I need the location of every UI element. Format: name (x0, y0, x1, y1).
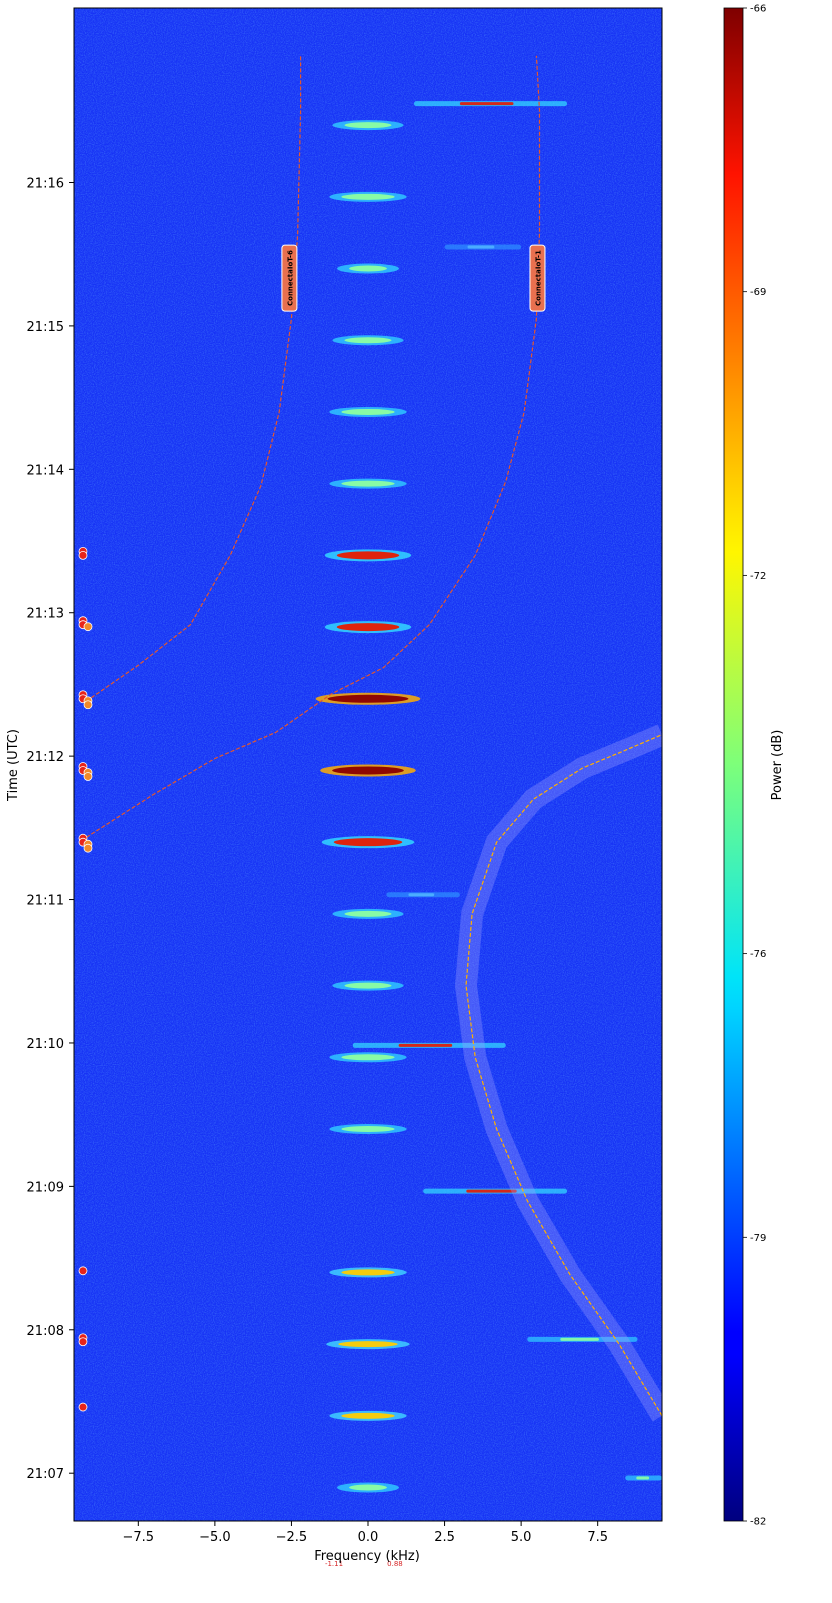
side-burst-core (636, 1476, 650, 1480)
x-tick-label: 7.5 (587, 1530, 608, 1545)
signal-bursts (315, 101, 662, 1493)
edge-marker (83, 700, 93, 710)
satellite-label-box (281, 244, 298, 312)
side-burst-core (459, 102, 514, 106)
center-burst-core (349, 1484, 387, 1491)
y-axis-label: Time (UTC) (6, 729, 21, 802)
satellite-label: ConnectaIoT-6 (281, 244, 298, 312)
satellite-label-text: ConnectaIoT-6 (286, 250, 294, 306)
x-axis: −7.5 −5.0 −2.5 0.0 2.5 5.0 7.5 -1.11 0.88 (123, 1521, 608, 1568)
colorbar-tick-label: -79 (750, 1233, 766, 1244)
side-burst-core (560, 1337, 599, 1341)
colorbar-label: Power (dB) (770, 730, 785, 801)
y-tick-label: 21:08 (27, 1324, 64, 1339)
edge-marker (83, 843, 93, 853)
x-tick-label: 5.0 (511, 1530, 532, 1545)
doppler-track (465, 734, 662, 1417)
center-burst-core (349, 265, 387, 272)
y-axis: 21:07 21:08 21:09 21:10 21:11 21:12 21:13 21:14… (27, 176, 74, 1482)
edge-marker (78, 1266, 88, 1276)
x-axis-label: Frequency (kHz) (314, 1549, 420, 1564)
center-burst-core (341, 1126, 395, 1133)
center-burst-core (344, 982, 392, 989)
y-tick-label: 21:07 (27, 1467, 64, 1482)
x-marker-label: 0.88 (387, 1560, 403, 1568)
center-burst-core (341, 1412, 395, 1419)
doppler-track (85, 55, 302, 702)
center-burst-core (341, 1269, 395, 1276)
y-tick-label: 21:16 (27, 176, 64, 191)
y-tick-label: 21:13 (27, 607, 64, 622)
side-burst-core (398, 1043, 453, 1047)
side-burst-core (467, 245, 495, 249)
x-tick-label: −2.5 (276, 1530, 308, 1545)
x-tick-label: 0.0 (358, 1530, 379, 1545)
center-burst-core (327, 694, 409, 703)
side-burst-core (408, 893, 435, 897)
center-burst-core (341, 408, 395, 415)
edge-marker (78, 1337, 88, 1347)
satellite-label: ConnectaIoT-1 (529, 244, 546, 312)
colorbar-tick-label: -66 (750, 4, 766, 15)
edge-marker (78, 1402, 88, 1412)
colorbar-gradient (723, 7, 744, 1522)
center-burst-core (344, 122, 392, 129)
center-burst-core (344, 337, 392, 344)
center-burst-core (341, 480, 395, 487)
y-tick-label: 21:12 (27, 750, 64, 765)
y-tick-label: 21:15 (27, 320, 64, 335)
edge-marker (83, 772, 93, 781)
satellite-label-box (529, 244, 546, 312)
satellite-labels: ConnectaIoT-6 ConnectaIoT-1 (281, 244, 546, 312)
colorbar-tick-label: -69 (750, 287, 766, 298)
colorbar-tick-label: -82 (750, 1517, 766, 1528)
colorbar: -82 -79 -76 -72 -69 -66 Power (dB) (723, 4, 785, 1528)
center-burst-core (332, 766, 404, 775)
x-tick-label: −5.0 (199, 1530, 231, 1545)
center-burst-core (344, 910, 392, 917)
colorbar-ticks: -82 -79 -76 -72 -69 -66 (743, 4, 766, 1528)
center-burst-core (338, 1341, 398, 1348)
y-tick-label: 21:14 (27, 463, 64, 478)
center-burst-core (336, 551, 400, 560)
x-marker-label: -1.11 (325, 1560, 343, 1568)
y-tick-label: 21:09 (27, 1180, 64, 1195)
edge-markers (78, 546, 93, 1412)
x-tick-label: −7.5 (123, 1530, 155, 1545)
colorbar-tick-label: -76 (750, 949, 766, 960)
side-burst-core (466, 1189, 517, 1193)
center-burst-core (333, 838, 403, 847)
center-burst-core (341, 193, 395, 200)
y-tick-label: 21:11 (27, 894, 64, 909)
edge-marker (83, 622, 93, 632)
center-burst-core (341, 1054, 395, 1061)
y-tick-label: 21:10 (27, 1037, 64, 1052)
colorbar-tick-label: -72 (750, 571, 766, 582)
center-burst-core (336, 623, 400, 632)
x-tick-label: 2.5 (434, 1530, 455, 1545)
satellite-label-text: ConnectaIoT-1 (534, 250, 542, 306)
edge-marker (78, 550, 88, 560)
